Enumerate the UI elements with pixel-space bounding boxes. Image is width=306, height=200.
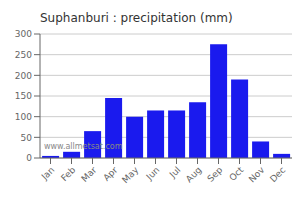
svg-text:Dec: Dec <box>268 165 287 184</box>
svg-text:0: 0 <box>26 153 32 163</box>
svg-text:Mar: Mar <box>79 165 98 184</box>
svg-text:300: 300 <box>15 29 32 39</box>
svg-text:Nov: Nov <box>247 164 267 184</box>
svg-text:100: 100 <box>15 112 32 122</box>
svg-text:150: 150 <box>15 91 32 101</box>
svg-text:250: 250 <box>15 50 32 60</box>
svg-text:Sep: Sep <box>205 165 224 184</box>
svg-text:Jul: Jul <box>167 165 182 180</box>
svg-text:May: May <box>120 164 141 185</box>
svg-text:Aug: Aug <box>184 165 204 185</box>
svg-text:50: 50 <box>21 133 33 143</box>
svg-text:Feb: Feb <box>59 165 78 184</box>
svg-text:Apr: Apr <box>101 165 119 183</box>
svg-text:200: 200 <box>15 71 32 81</box>
svg-text:Jan: Jan <box>39 165 57 183</box>
html-text:www.allmetsat.com: www.allmetsat.com <box>44 142 123 151</box>
svg-text:Oct: Oct <box>227 165 245 183</box>
html-text:Suphanburi : precipitation (mm: Suphanburi : precipitation (mm) <box>40 11 233 25</box>
svg-text:Jun: Jun <box>144 165 162 183</box>
